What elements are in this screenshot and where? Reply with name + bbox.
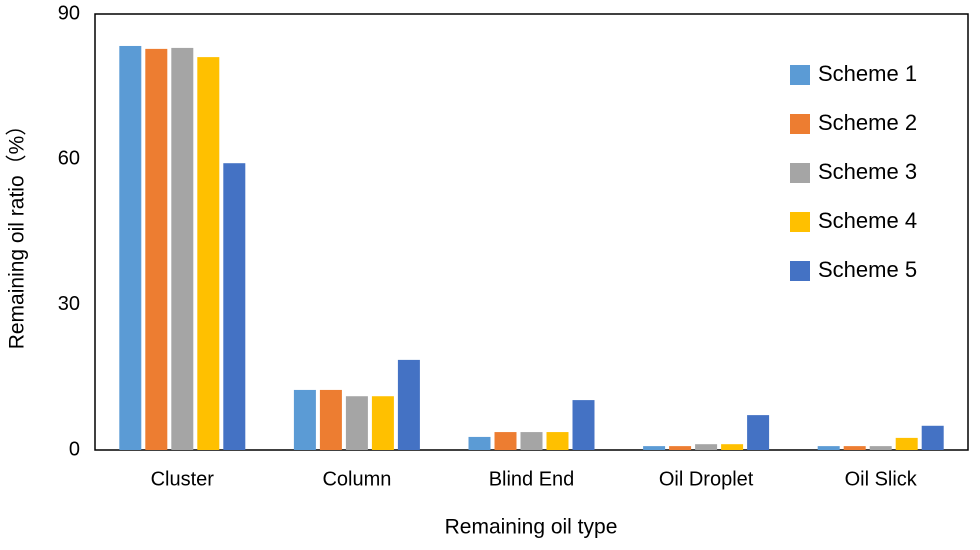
bar [747, 415, 770, 450]
x-tick-label: Cluster [151, 468, 215, 490]
x-tick-label: Column [322, 468, 391, 490]
bar [695, 444, 718, 450]
bar [921, 425, 944, 450]
bar [345, 396, 368, 450]
y-tick-label: 90 [58, 2, 80, 24]
bar [817, 446, 840, 450]
bar [669, 446, 692, 450]
bar [397, 359, 420, 450]
legend-label: Scheme 4 [818, 208, 917, 233]
bar [494, 432, 517, 450]
bar [721, 444, 744, 450]
bar [643, 446, 666, 450]
legend-swatch [790, 163, 810, 183]
legend-label: Scheme 3 [818, 159, 917, 184]
bar [197, 57, 220, 451]
y-tick-label: 0 [69, 438, 80, 460]
legend-swatch [790, 261, 810, 281]
y-tick-label: 60 [58, 148, 80, 170]
bar [319, 389, 342, 450]
bar [223, 163, 246, 450]
legend-label: Scheme 1 [818, 61, 917, 86]
bar [572, 400, 595, 450]
bar [843, 446, 866, 450]
x-tick-label: Oil Droplet [659, 468, 754, 490]
bar [520, 432, 543, 450]
bar [145, 48, 168, 450]
legend-swatch [790, 65, 810, 85]
bar [371, 396, 394, 450]
legend-label: Scheme 2 [818, 110, 917, 135]
bar [171, 47, 194, 451]
y-tick-label: 30 [58, 293, 80, 315]
bar [293, 389, 316, 450]
legend-label: Scheme 5 [818, 257, 917, 282]
bar [895, 437, 918, 450]
bar [546, 432, 569, 450]
bar [119, 45, 142, 451]
legend-swatch [790, 212, 810, 232]
x-tick-label: Blind End [489, 468, 575, 490]
legend-swatch [790, 114, 810, 134]
bar [468, 436, 491, 450]
bar [869, 446, 892, 450]
x-tick-label: Oil Slick [845, 468, 918, 490]
y-axis-label: Remaining oil ratio（%） [6, 115, 29, 350]
x-axis-label: Remaining oil type [445, 516, 618, 539]
